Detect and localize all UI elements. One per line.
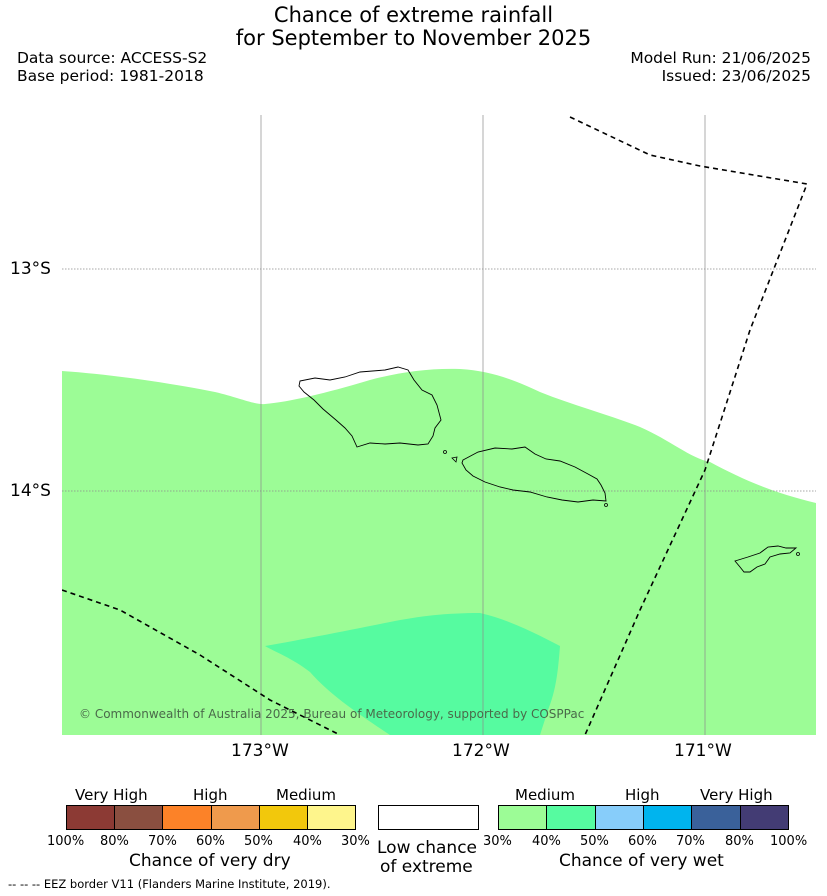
dry-tick: 100% <box>47 834 85 849</box>
wet-tick: 100% <box>770 834 808 849</box>
wet-swatch-0 <box>499 806 548 829</box>
upolu-island <box>461 446 607 503</box>
copyright-notice: © Commonwealth of Australia 2025, Bureau… <box>79 707 585 721</box>
wet-swatch-4 <box>692 806 741 829</box>
dry-tick: 30% <box>341 834 370 849</box>
dry-tick: 80% <box>100 834 129 849</box>
base-period: Base period: 1981-2018 <box>17 67 204 85</box>
wet-cat-medium: Medium <box>515 786 575 804</box>
dry-swatch-2 <box>163 806 212 829</box>
wet-swatch-3 <box>643 806 693 829</box>
dry-swatch-4 <box>259 806 308 829</box>
lat-label-14s: 14°S <box>10 481 51 501</box>
wet-tick: 30% <box>483 834 512 849</box>
issued-date: Issued: 23/06/2025 <box>661 67 811 85</box>
wet-colorbar-title: Chance of very wet <box>559 851 724 871</box>
low-chance-box <box>378 805 479 830</box>
low-chance-label-1: Low chance <box>377 838 477 858</box>
wet-tick: 80% <box>725 834 754 849</box>
wet-40-50-region <box>265 613 560 735</box>
wet-swatch-2 <box>595 806 644 829</box>
lat-label-13s: 13°S <box>10 259 51 279</box>
dry-cat-medium: Medium <box>276 786 336 804</box>
dry-colorbar <box>66 805 356 830</box>
dry-tick: 60% <box>196 834 225 849</box>
dry-tick: 40% <box>293 834 322 849</box>
wet-tick: 60% <box>628 834 657 849</box>
low-chance-label-2: of extreme <box>380 857 473 877</box>
eez-border <box>62 116 809 735</box>
dry-swatch-5 <box>307 806 356 829</box>
lon-label-172w: 172°W <box>452 741 510 761</box>
dry-swatch-3 <box>211 806 260 829</box>
wet-swatch-1 <box>547 806 596 829</box>
wet-tick: 40% <box>532 834 561 849</box>
lon-label-171w: 171°W <box>674 741 732 761</box>
graticule <box>62 115 816 735</box>
wet-tick: 50% <box>580 834 609 849</box>
lon-label-173w: 173°W <box>231 741 289 761</box>
eez-note: -- -- -- EEZ border V11 (Flanders Marine… <box>8 877 331 891</box>
dry-swatch-0 <box>67 806 116 829</box>
dry-colorbar-title: Chance of very dry <box>129 851 291 871</box>
wet-colorbar <box>498 805 789 830</box>
wet-30-40-region <box>62 368 816 735</box>
dry-cat-high: High <box>193 786 228 804</box>
dry-tick: 50% <box>244 834 273 849</box>
map-title: Chance of extreme rainfall <box>273 3 554 27</box>
wet-cat-high: High <box>625 786 660 804</box>
savaii-island <box>298 366 442 448</box>
map-subtitle: for September to November 2025 <box>235 26 592 50</box>
dry-cat-very-high: Very High <box>75 786 148 804</box>
model-run: Model Run: 21/06/2025 <box>630 49 811 67</box>
wet-swatch-5 <box>740 806 788 829</box>
dry-tick: 70% <box>148 834 177 849</box>
data-source: Data source: ACCESS-S2 <box>17 49 208 67</box>
wet-tick: 70% <box>676 834 705 849</box>
dry-swatch-1 <box>115 806 164 829</box>
wet-cat-very-high: Very High <box>700 786 773 804</box>
tutuila-island <box>734 545 798 573</box>
